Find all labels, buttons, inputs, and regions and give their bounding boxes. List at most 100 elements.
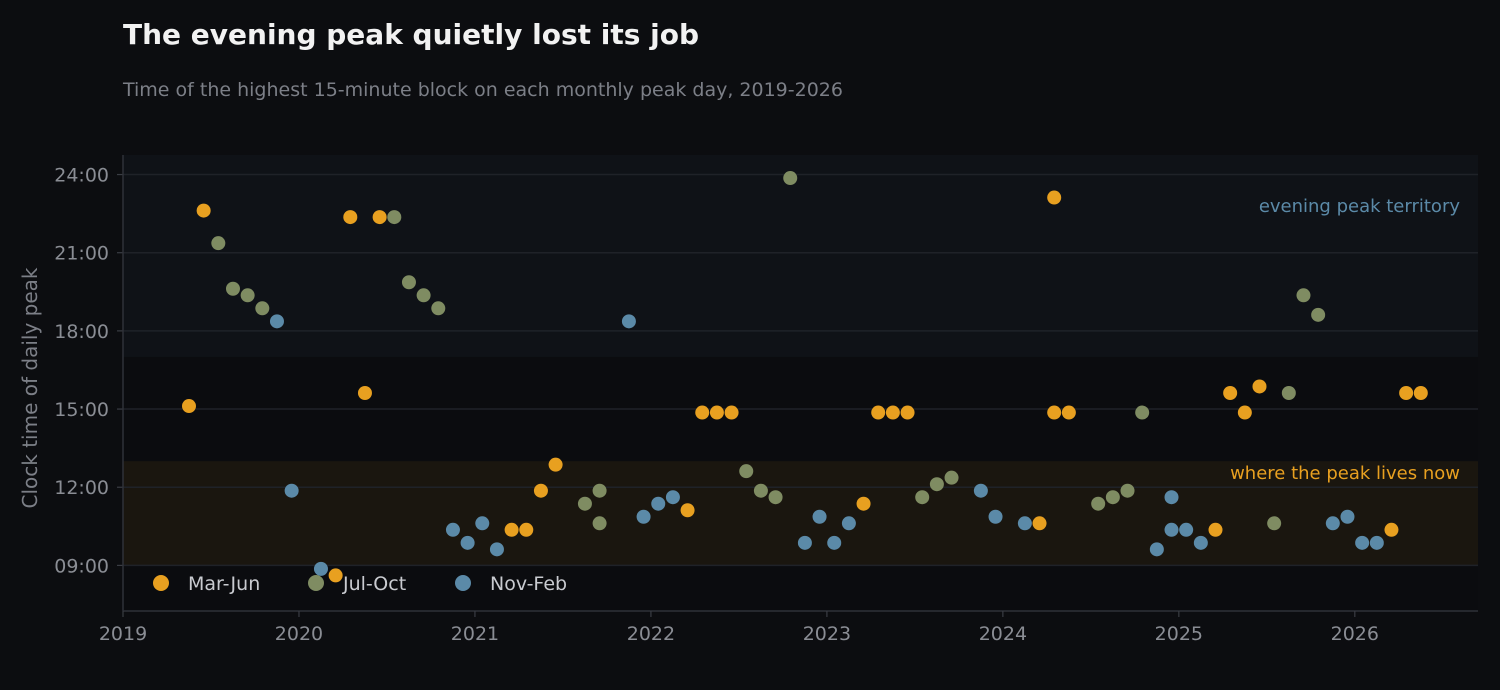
- x-tick-label: 2019: [99, 623, 147, 645]
- data-point: [255, 301, 270, 316]
- data-point: [1311, 307, 1326, 322]
- data-point: [1193, 535, 1208, 550]
- data-point: [1105, 490, 1120, 505]
- data-point: [1179, 522, 1194, 537]
- data-point: [915, 490, 930, 505]
- band-label-midday: where the peak lives now: [1230, 463, 1460, 484]
- data-point: [1047, 190, 1062, 205]
- legend-marker: [455, 575, 471, 591]
- chart-subtitle: Time of the highest 15-minute block on e…: [123, 79, 843, 101]
- data-point: [1296, 288, 1311, 303]
- data-point: [680, 503, 695, 518]
- data-point: [181, 399, 196, 414]
- data-point: [1252, 379, 1267, 394]
- data-point: [1091, 496, 1106, 511]
- data-point: [1164, 490, 1179, 505]
- data-point: [460, 535, 475, 550]
- legend-marker: [153, 575, 169, 591]
- data-point: [431, 301, 446, 316]
- data-point: [929, 477, 944, 492]
- data-point: [313, 561, 328, 576]
- data-point: [1355, 535, 1370, 550]
- y-tick-label: 12:00: [54, 477, 109, 499]
- x-tick-label: 2022: [627, 623, 675, 645]
- legend-label: Nov-Feb: [490, 573, 567, 595]
- data-point: [797, 535, 812, 550]
- data-point: [269, 314, 284, 329]
- data-point: [416, 288, 431, 303]
- data-point: [357, 385, 372, 400]
- data-point: [709, 405, 724, 420]
- data-point: [1047, 405, 1062, 420]
- data-point: [1267, 516, 1282, 531]
- data-point: [1135, 405, 1150, 420]
- band-evening: [123, 155, 1478, 357]
- data-point: [577, 496, 592, 511]
- data-point: [768, 490, 783, 505]
- y-tick-label: 24:00: [54, 165, 109, 187]
- data-point: [1120, 483, 1135, 498]
- data-point: [592, 516, 607, 531]
- data-point: [1223, 385, 1238, 400]
- data-point: [504, 522, 519, 537]
- x-tick-label: 2021: [451, 623, 499, 645]
- band-label-evening: evening peak territory: [1259, 196, 1461, 217]
- data-point: [372, 210, 387, 225]
- data-point: [783, 171, 798, 186]
- data-point: [1017, 516, 1032, 531]
- data-point: [1399, 385, 1414, 400]
- legend-label: Jul-Oct: [342, 573, 406, 595]
- data-point: [211, 236, 226, 251]
- data-point: [1384, 522, 1399, 537]
- legend-label: Mar-Jun: [188, 573, 260, 595]
- data-point: [1164, 522, 1179, 537]
- data-point: [445, 522, 460, 537]
- data-point: [489, 542, 504, 557]
- data-point: [636, 509, 651, 524]
- data-point: [944, 470, 959, 485]
- x-tick-label: 2026: [1331, 623, 1379, 645]
- data-point: [695, 405, 710, 420]
- data-point: [900, 405, 915, 420]
- data-point: [1149, 542, 1164, 557]
- data-point: [973, 483, 988, 498]
- x-tick-label: 2023: [803, 623, 851, 645]
- data-point: [533, 483, 548, 498]
- x-tick-label: 2020: [275, 623, 323, 645]
- data-point: [196, 203, 211, 218]
- data-point: [1281, 385, 1296, 400]
- y-tick-label: 18:00: [54, 321, 109, 343]
- data-point: [885, 405, 900, 420]
- data-point: [871, 405, 886, 420]
- data-point: [841, 516, 856, 531]
- data-point: [328, 568, 343, 583]
- data-point: [475, 516, 490, 531]
- data-point: [621, 314, 636, 329]
- data-point: [1208, 522, 1223, 537]
- data-point: [812, 509, 827, 524]
- data-point: [665, 490, 680, 505]
- data-point: [856, 496, 871, 511]
- data-point: [1369, 535, 1384, 550]
- y-tick-label: 09:00: [54, 555, 109, 577]
- chart-title: The evening peak quietly lost its job: [123, 18, 700, 51]
- data-point: [343, 210, 358, 225]
- data-point: [1325, 516, 1340, 531]
- data-point: [240, 288, 255, 303]
- data-point: [827, 535, 842, 550]
- data-point: [1413, 385, 1428, 400]
- x-tick-label: 2024: [979, 623, 1027, 645]
- data-point: [1061, 405, 1076, 420]
- x-tick-label: 2025: [1155, 623, 1203, 645]
- data-point: [724, 405, 739, 420]
- plot-background: [123, 155, 1478, 611]
- y-tick-label: 21:00: [54, 243, 109, 265]
- data-point: [225, 281, 240, 296]
- data-point: [1237, 405, 1252, 420]
- data-point: [401, 275, 416, 290]
- data-point: [592, 483, 607, 498]
- data-point: [739, 464, 754, 479]
- y-tick-label: 15:00: [54, 399, 109, 421]
- data-point: [988, 509, 1003, 524]
